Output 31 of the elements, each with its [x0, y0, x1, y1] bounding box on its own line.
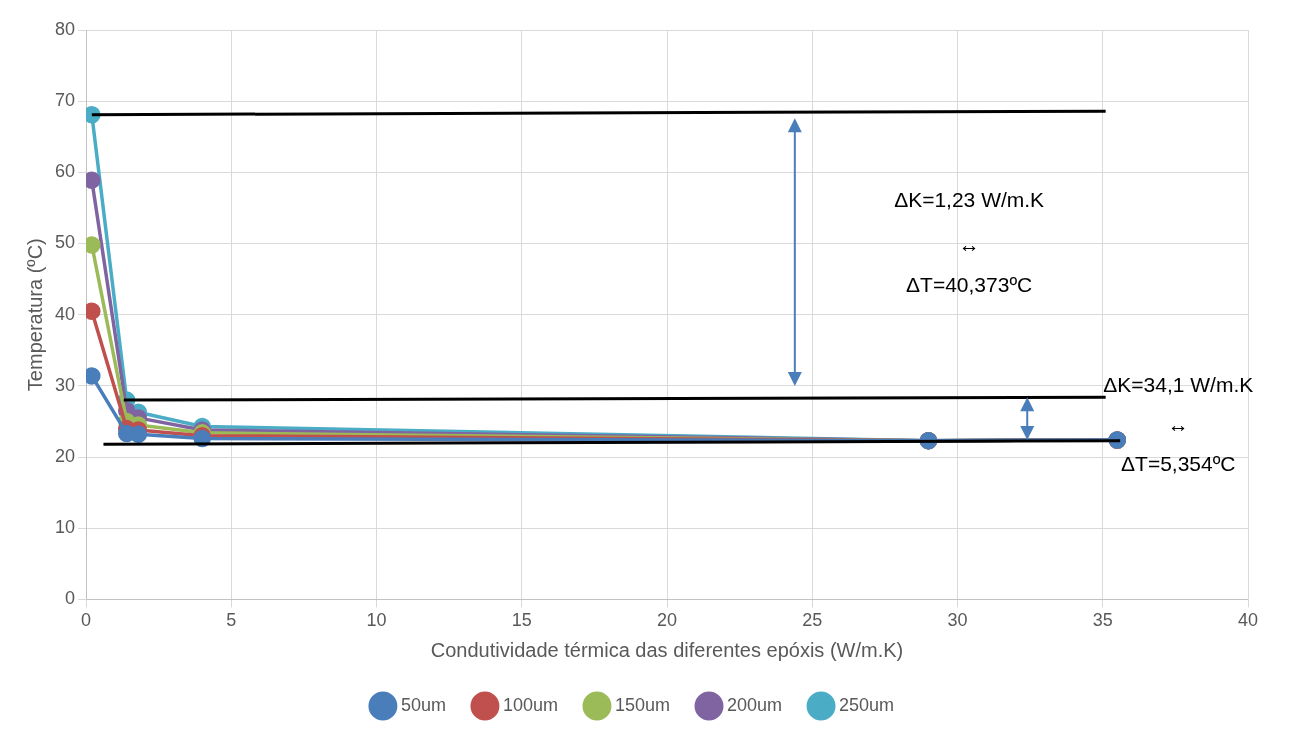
y-tick-label: 20 — [54, 446, 76, 467]
annotation: ↔ — [1167, 412, 1189, 436]
x-tick-label: 25 — [802, 610, 823, 631]
x-tick-label: 5 — [226, 610, 237, 631]
legend-label: 200um — [727, 694, 783, 715]
y-tick-label: 80 — [54, 18, 76, 39]
x-tick-label: 10 — [366, 610, 387, 631]
annotation: ΔT=5,354ºC — [1121, 452, 1236, 476]
legend-label: 50um — [400, 694, 446, 715]
y-tick-label: 50 — [54, 232, 76, 253]
y-tick-label: 30 — [54, 374, 76, 395]
x-axis-title: Condutividade térmica das diferentes epóxis (W/m.K) — [430, 638, 904, 661]
y-tick-label: 70 — [54, 90, 76, 111]
y-tick-label: 60 — [54, 161, 76, 182]
legend-label: 250um — [839, 694, 895, 715]
x-tick-label: 0 — [81, 610, 92, 631]
y-axis-title: Temperatura (ºC) — [23, 238, 46, 392]
x-tick-label: 15 — [511, 610, 532, 631]
x-tick-label: 20 — [657, 610, 678, 631]
annotation: ↔ — [958, 233, 980, 257]
x-tick-label: 35 — [1092, 610, 1113, 631]
annotation: ΔK=34,1 W/m.K — [1103, 372, 1254, 396]
annotation: ΔK=1,23 W/m.K — [894, 187, 1045, 211]
y-tick-label: 40 — [54, 303, 76, 324]
legend-label: 150um — [614, 694, 671, 715]
annotation: ΔT=40,373ºC — [906, 273, 1033, 297]
x-tick-label: 40 — [1237, 610, 1259, 631]
y-tick-label: 10 — [54, 517, 76, 538]
legend-label: 100um — [502, 694, 558, 715]
x-tick-label: 30 — [947, 610, 968, 631]
y-tick-label: 0 — [65, 588, 76, 609]
